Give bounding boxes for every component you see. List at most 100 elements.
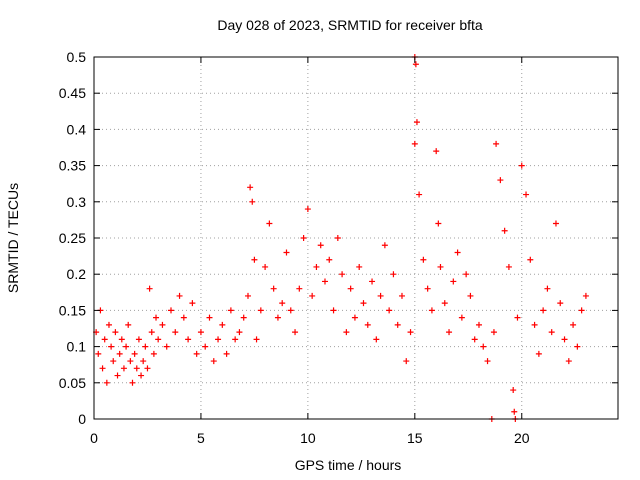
data-point [155,336,162,343]
data-point [95,350,102,357]
data-point [279,300,286,307]
data-point [110,358,117,365]
data-point [251,256,258,263]
data-point [172,329,179,336]
y-tick-label: 0.1 [67,339,87,355]
data-point [480,343,487,350]
data-point [215,336,222,343]
data-point [505,263,512,270]
data-point [180,314,187,321]
y-tick-label: 0 [78,411,86,427]
data-point [369,278,376,285]
data-point [116,350,123,357]
data-point [150,350,157,357]
data-point [131,350,138,357]
data-point [304,206,311,213]
data-point [300,235,307,241]
data-point [565,358,572,365]
data-point [326,256,333,263]
data-point [142,343,149,350]
data-point [118,336,125,343]
chart-title: Day 028 of 2023, SRMTID for receiver bft… [217,17,483,33]
x-tick-label: 20 [514,430,530,446]
data-point [428,307,435,314]
data-points [93,54,589,422]
data-point [108,343,115,350]
data-point [257,307,264,314]
y-tick-label: 0.2 [67,266,87,282]
data-point [330,307,337,314]
data-point [167,307,174,314]
data-point [535,350,542,357]
data-point [123,343,130,350]
data-point [373,336,380,343]
grid-lines [94,57,618,419]
data-point [435,220,442,227]
data-point [411,140,418,147]
data-point [296,285,303,292]
data-point [540,307,547,314]
data-point [148,329,155,336]
data-point [501,227,508,234]
data-point [523,191,530,198]
data-point [497,177,504,184]
data-point [398,292,405,299]
data-point [99,365,106,372]
data-point [236,329,243,336]
data-point [146,285,153,292]
data-point [317,242,324,249]
data-point [129,379,136,386]
data-point [189,300,196,307]
data-point [287,307,294,314]
data-point [232,336,239,343]
data-point [458,314,465,321]
data-point [548,329,555,336]
data-point [441,300,448,307]
data-point [570,321,577,328]
data-point [347,285,354,292]
data-point [471,336,478,343]
y-tick-label: 0.35 [59,158,86,174]
data-point [381,242,388,249]
data-point [112,329,119,336]
data-point [244,292,251,299]
data-point [105,321,112,328]
data-point [153,314,160,321]
data-point [274,314,281,321]
data-point [114,372,121,379]
data-point [403,358,410,365]
x-axis-label: GPS time / hours [295,457,402,473]
data-point [493,140,500,147]
data-point [266,220,273,227]
data-point [206,314,213,321]
data-point [412,61,419,68]
data-point [437,263,444,270]
data-point [552,220,559,227]
data-point [313,263,320,270]
data-point [253,336,260,343]
y-tick-label: 0.5 [67,49,87,65]
data-point [484,358,491,365]
data-point [210,358,217,365]
plot-frame [93,56,619,420]
data-point [193,350,200,357]
data-point [351,314,358,321]
data-point [531,321,538,328]
y-tick-label: 0.4 [67,121,87,137]
data-point [176,292,183,299]
data-point [163,343,170,350]
data-point [394,321,401,328]
data-point [578,307,585,314]
data-point [463,271,470,278]
data-point [262,263,269,270]
data-point [377,292,384,299]
x-tick-label: 0 [90,430,98,446]
data-point [135,336,142,343]
data-point [518,162,525,169]
data-point [334,235,341,241]
data-point [413,119,420,126]
data-point [219,321,226,328]
data-point [202,343,209,350]
data-point [270,285,277,292]
